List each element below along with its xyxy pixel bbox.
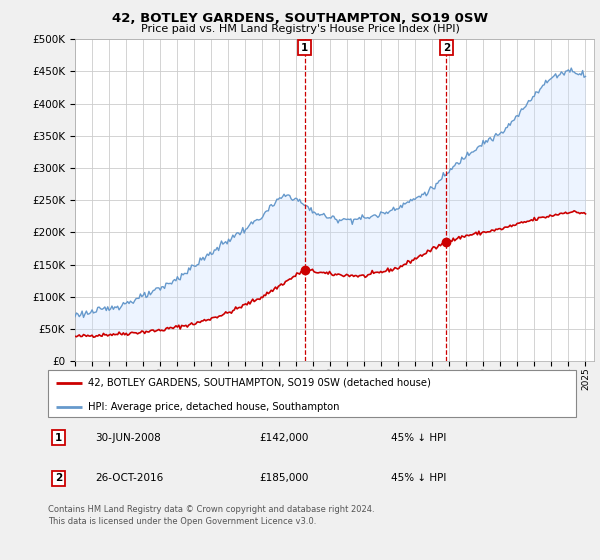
Text: £185,000: £185,000	[259, 473, 308, 483]
Text: 1: 1	[55, 433, 62, 443]
Text: Price paid vs. HM Land Registry's House Price Index (HPI): Price paid vs. HM Land Registry's House …	[140, 24, 460, 34]
Text: 26-OCT-2016: 26-OCT-2016	[95, 473, 164, 483]
Text: 42, BOTLEY GARDENS, SOUTHAMPTON, SO19 0SW: 42, BOTLEY GARDENS, SOUTHAMPTON, SO19 0S…	[112, 12, 488, 25]
Text: 1: 1	[301, 43, 308, 53]
Text: 30-JUN-2008: 30-JUN-2008	[95, 433, 161, 443]
Text: 2: 2	[443, 43, 450, 53]
Text: £142,000: £142,000	[259, 433, 308, 443]
Text: 45% ↓ HPI: 45% ↓ HPI	[391, 473, 446, 483]
Text: Contains HM Land Registry data © Crown copyright and database right 2024.
This d: Contains HM Land Registry data © Crown c…	[48, 505, 374, 526]
Text: 45% ↓ HPI: 45% ↓ HPI	[391, 433, 446, 443]
Text: 42, BOTLEY GARDENS, SOUTHAMPTON, SO19 0SW (detached house): 42, BOTLEY GARDENS, SOUTHAMPTON, SO19 0S…	[88, 378, 430, 388]
Text: HPI: Average price, detached house, Southampton: HPI: Average price, detached house, Sout…	[88, 402, 339, 412]
FancyBboxPatch shape	[48, 370, 576, 417]
Text: 2: 2	[55, 473, 62, 483]
